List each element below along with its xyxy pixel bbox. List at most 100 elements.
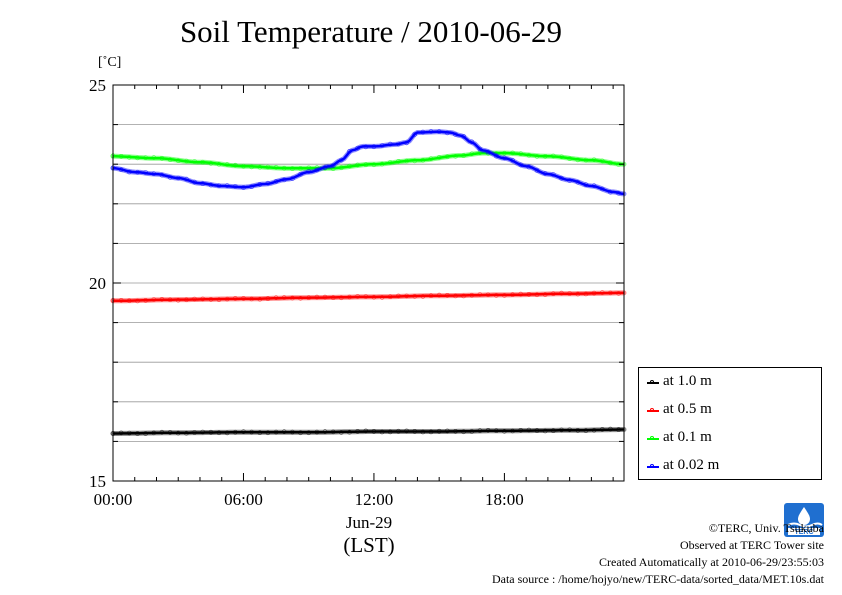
series-point-0-02m <box>502 155 507 161</box>
series-point-1m <box>143 431 148 436</box>
series-point-0-1m <box>542 154 548 159</box>
series-point-1m <box>469 429 475 434</box>
series-point-0-5m <box>583 291 589 297</box>
series-point-1m <box>420 429 426 435</box>
series-point-0-5m <box>542 292 548 297</box>
series-point-0-02m <box>510 157 515 163</box>
series-point-1m <box>502 428 507 434</box>
series-point-0-5m <box>550 291 556 297</box>
series-point-0-5m <box>330 295 336 301</box>
series-point-1m <box>355 429 360 434</box>
series-point-0-02m <box>379 143 385 148</box>
series-point-0-1m <box>534 154 540 159</box>
series-point-0-02m <box>355 145 360 151</box>
legend-label-0-5m: at 0.5 m <box>663 401 712 417</box>
series-point-0-02m <box>298 171 303 177</box>
series-point-0-02m <box>608 189 613 195</box>
series-point-0-1m <box>428 156 434 161</box>
series-point-0-02m <box>216 183 222 189</box>
series-point-0-1m <box>461 153 466 158</box>
legend-swatch-0-1m <box>647 436 659 440</box>
series-point-0-02m <box>485 149 491 155</box>
series-point-0-1m <box>567 156 572 161</box>
series-point-0-5m <box>338 295 344 301</box>
x-tick-label: 12:00 <box>355 490 394 509</box>
series-point-0-02m <box>534 168 540 173</box>
series-point-0-5m <box>469 292 475 298</box>
series-point-0-5m <box>371 294 377 300</box>
series-point-1m <box>542 428 548 434</box>
series-point-1m <box>493 428 499 434</box>
series-point-0-5m <box>518 291 524 297</box>
series-point-0-02m <box>542 171 548 176</box>
series-point-0-1m <box>290 166 295 171</box>
series-point-0-1m <box>257 164 263 170</box>
footer-copyright: ©TERC, Univ. Tsukuba <box>708 521 824 535</box>
footer-source: Data source : /home/hojyo/new/TERC-data/… <box>491 572 824 586</box>
series-point-0-5m <box>127 298 132 304</box>
series-point-0-02m <box>306 169 312 174</box>
series-point-1m <box>534 428 540 433</box>
series-point-0-1m <box>241 163 246 169</box>
series-point-0-02m <box>567 178 572 183</box>
x-axis-date-label: Jun-29 <box>346 513 392 532</box>
series-point-0-5m <box>306 295 312 301</box>
series-point-0-1m <box>371 162 377 168</box>
series-point-0-5m <box>184 297 189 303</box>
series-point-0-02m <box>387 141 393 147</box>
legend-item-0-1m: at 0.1 m <box>639 429 823 449</box>
series-point-0-02m <box>338 157 344 163</box>
series-point-0-02m <box>591 183 597 188</box>
series-point-0-1m <box>192 159 197 164</box>
x-tick-label: 06:00 <box>224 490 263 509</box>
series-point-0-1m <box>396 159 401 164</box>
series-point-1m <box>118 430 124 436</box>
x-tick-label: 00:00 <box>94 490 133 509</box>
series-point-0-5m <box>363 294 369 299</box>
series-point-0-5m <box>599 290 605 295</box>
series-point-0-5m <box>428 293 434 299</box>
series-point-1m <box>192 430 197 435</box>
series-point-1m <box>379 429 385 435</box>
series-point-0-02m <box>224 183 230 188</box>
footer-created: Created Automatically at 2010-06-29/23:5… <box>599 555 824 569</box>
series-point-0-02m <box>420 129 426 135</box>
series-point-0-1m <box>175 158 181 163</box>
series-point-0-02m <box>257 182 263 187</box>
series-point-0-5m <box>216 297 222 303</box>
series-point-1m <box>396 428 401 434</box>
series-point-0-5m <box>493 293 499 298</box>
series-point-0-1m <box>363 162 369 167</box>
series-point-1m <box>453 428 458 434</box>
series-point-0-5m <box>412 294 418 299</box>
series-point-0-02m <box>428 129 434 134</box>
x-axis-title: (LST) <box>343 533 394 557</box>
series-point-0-5m <box>608 290 613 296</box>
series-point-0-02m <box>135 169 140 175</box>
legend-label-0-1m: at 0.1 m <box>663 429 712 445</box>
series-point-0-02m <box>208 182 214 188</box>
series-point-1m <box>322 429 328 434</box>
series-point-0-02m <box>281 177 287 183</box>
series-point-1m <box>444 428 450 434</box>
series-point-0-1m <box>281 165 287 171</box>
series-point-0-1m <box>608 160 613 166</box>
series-point-1m <box>363 428 369 434</box>
series-point-0-1m <box>347 163 352 169</box>
series-point-0-1m <box>477 150 483 156</box>
terc-logo-icon: TERC <box>784 503 824 537</box>
series-point-0-02m <box>616 190 621 196</box>
series-point-0-5m <box>387 294 393 300</box>
series-point-0-5m <box>281 295 287 300</box>
series-point-0-02m <box>404 140 409 146</box>
series-point-0-1m <box>159 156 165 161</box>
series-point-0-5m <box>559 290 564 296</box>
series-point-1m <box>387 429 393 435</box>
series-point-0-02m <box>469 139 475 145</box>
series-point-0-02m <box>200 181 205 186</box>
series-layer <box>110 129 627 436</box>
series-point-0-02m <box>290 176 295 181</box>
series-point-1m <box>159 429 165 435</box>
series-point-0-5m <box>347 294 352 300</box>
